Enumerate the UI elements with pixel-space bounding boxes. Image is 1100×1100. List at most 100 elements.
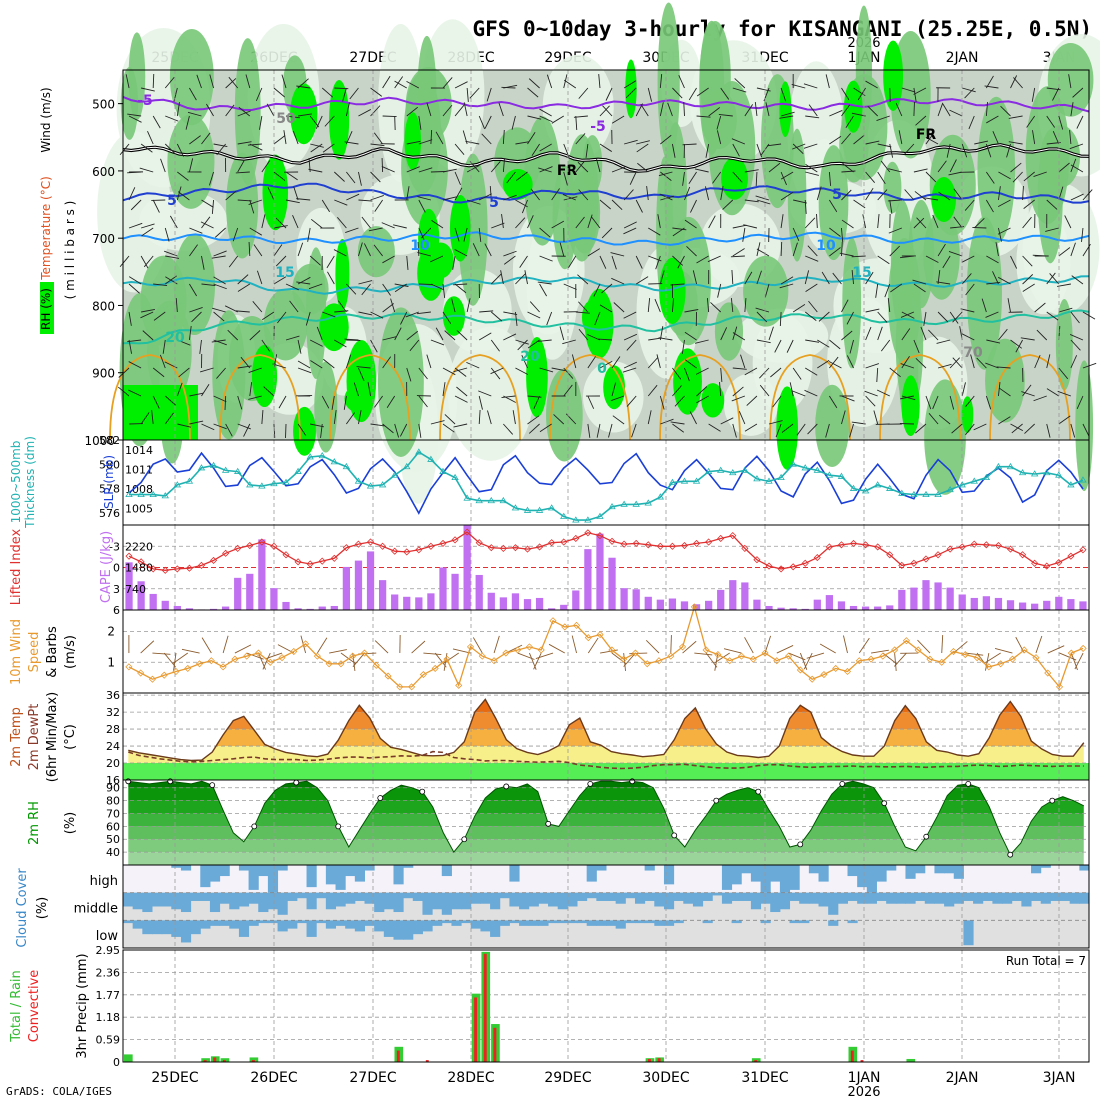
wind-barb (235, 171, 250, 174)
wind-barb (841, 104, 851, 117)
wind-barb (227, 329, 239, 341)
wind-barb (327, 271, 335, 285)
wind-barb (469, 161, 480, 173)
wind-barb (501, 395, 516, 398)
wind-barb (647, 410, 652, 425)
wind10-barb (917, 639, 931, 654)
wind-barb (562, 339, 576, 345)
lifted-index-point (741, 544, 749, 552)
cloud-low-bar (615, 920, 626, 929)
wind-barb (973, 423, 987, 431)
wind-barb (841, 330, 853, 341)
wind-barb (337, 300, 347, 313)
cape-tick-label: 1480 (125, 562, 153, 575)
wind-barb (672, 367, 682, 380)
cloud-middle-bar (132, 892, 143, 910)
wind-barb (189, 420, 204, 425)
cape-bar (572, 590, 580, 610)
wind10-barb (234, 644, 252, 654)
cloud-low-bar (258, 920, 269, 924)
wind-barb (816, 186, 822, 201)
wind-barb (442, 382, 446, 397)
temp-line (128, 698, 1085, 762)
wind-barb (237, 141, 252, 145)
wind-barb (997, 276, 1011, 285)
cloud-middle-bar (238, 892, 250, 907)
wind-barb (792, 367, 802, 380)
wind-barb (199, 367, 214, 373)
wind-barb (851, 112, 866, 117)
wind-barb (1070, 355, 1078, 369)
cloud-middle-bar (818, 892, 829, 907)
lifted-index-point (958, 543, 966, 551)
wind-barb (853, 87, 866, 97)
wind-barb (877, 311, 888, 323)
wind-barb (611, 382, 617, 397)
wind-barb (805, 164, 818, 173)
wind-barb (225, 104, 235, 117)
wind-barb (201, 383, 210, 397)
wind-barb (678, 75, 685, 89)
wind-barb (997, 186, 1001, 201)
cloud-middle-bar (586, 892, 597, 899)
cloud-low-bar (480, 920, 491, 932)
wind-barb (527, 87, 539, 98)
wind-barb (503, 333, 517, 341)
cloud-high-bar (258, 865, 269, 877)
wind-barb (1015, 339, 1023, 353)
temp-tick-label: 28 (106, 723, 120, 736)
wind-barb (531, 143, 540, 156)
wind-barb (367, 382, 371, 397)
lifted-index-point (366, 538, 375, 546)
wind-barb (901, 356, 910, 369)
cloud-low-bar (577, 920, 588, 924)
cloud-middle-bar (219, 892, 230, 904)
isotherm-15 (122, 275, 1090, 295)
wind-barb (913, 87, 927, 95)
wind10-point (1079, 644, 1087, 652)
cloud-middle-bar (161, 892, 172, 907)
wind-barb (515, 367, 529, 375)
cloud-high-bar (847, 865, 858, 877)
thickness-point (765, 477, 773, 484)
rh-tick-label: 80 (106, 795, 120, 808)
wind-barb (563, 384, 573, 397)
wind10-point (561, 623, 569, 631)
wind10-point (466, 643, 475, 651)
wind10-point (1055, 683, 1064, 691)
wind-barb (176, 382, 183, 397)
wind-barb (346, 283, 357, 295)
wind-barb (865, 363, 880, 369)
millibars-axis-label: ( m i l l i b a r s ) (63, 201, 77, 300)
wind-barb (670, 421, 685, 425)
wind10-point (902, 637, 910, 645)
wind-barb (608, 423, 613, 438)
wind-barb (216, 367, 226, 379)
cloud-low-bar (789, 920, 800, 924)
wind-barb (659, 395, 665, 410)
cloud-low-bar (412, 920, 423, 935)
wind-barb (965, 395, 975, 408)
contour-label: -5 (137, 93, 153, 109)
wind-barb (744, 298, 747, 313)
wind-barb (382, 75, 391, 89)
wind-barb (539, 108, 552, 117)
thickness-tick-label: 580 (99, 458, 120, 471)
wind-barb (986, 255, 999, 264)
wind-barb (575, 160, 585, 173)
wind-barb (551, 220, 565, 229)
lifted-tick-label: 6 (113, 604, 120, 617)
cloud-low-bar (287, 920, 298, 929)
wind10-barb (941, 635, 944, 654)
lifted-index-point (523, 545, 532, 553)
wind-barb (562, 193, 576, 201)
wind-barb (599, 304, 613, 313)
thickness-point (898, 489, 906, 496)
wind-barb (937, 160, 947, 173)
wind-barb (559, 326, 565, 341)
cloud-low-bar (451, 920, 462, 926)
wind-barb (128, 283, 140, 294)
wind-barb (672, 227, 685, 237)
wind10-point (396, 683, 404, 691)
wind-barb (551, 115, 564, 124)
